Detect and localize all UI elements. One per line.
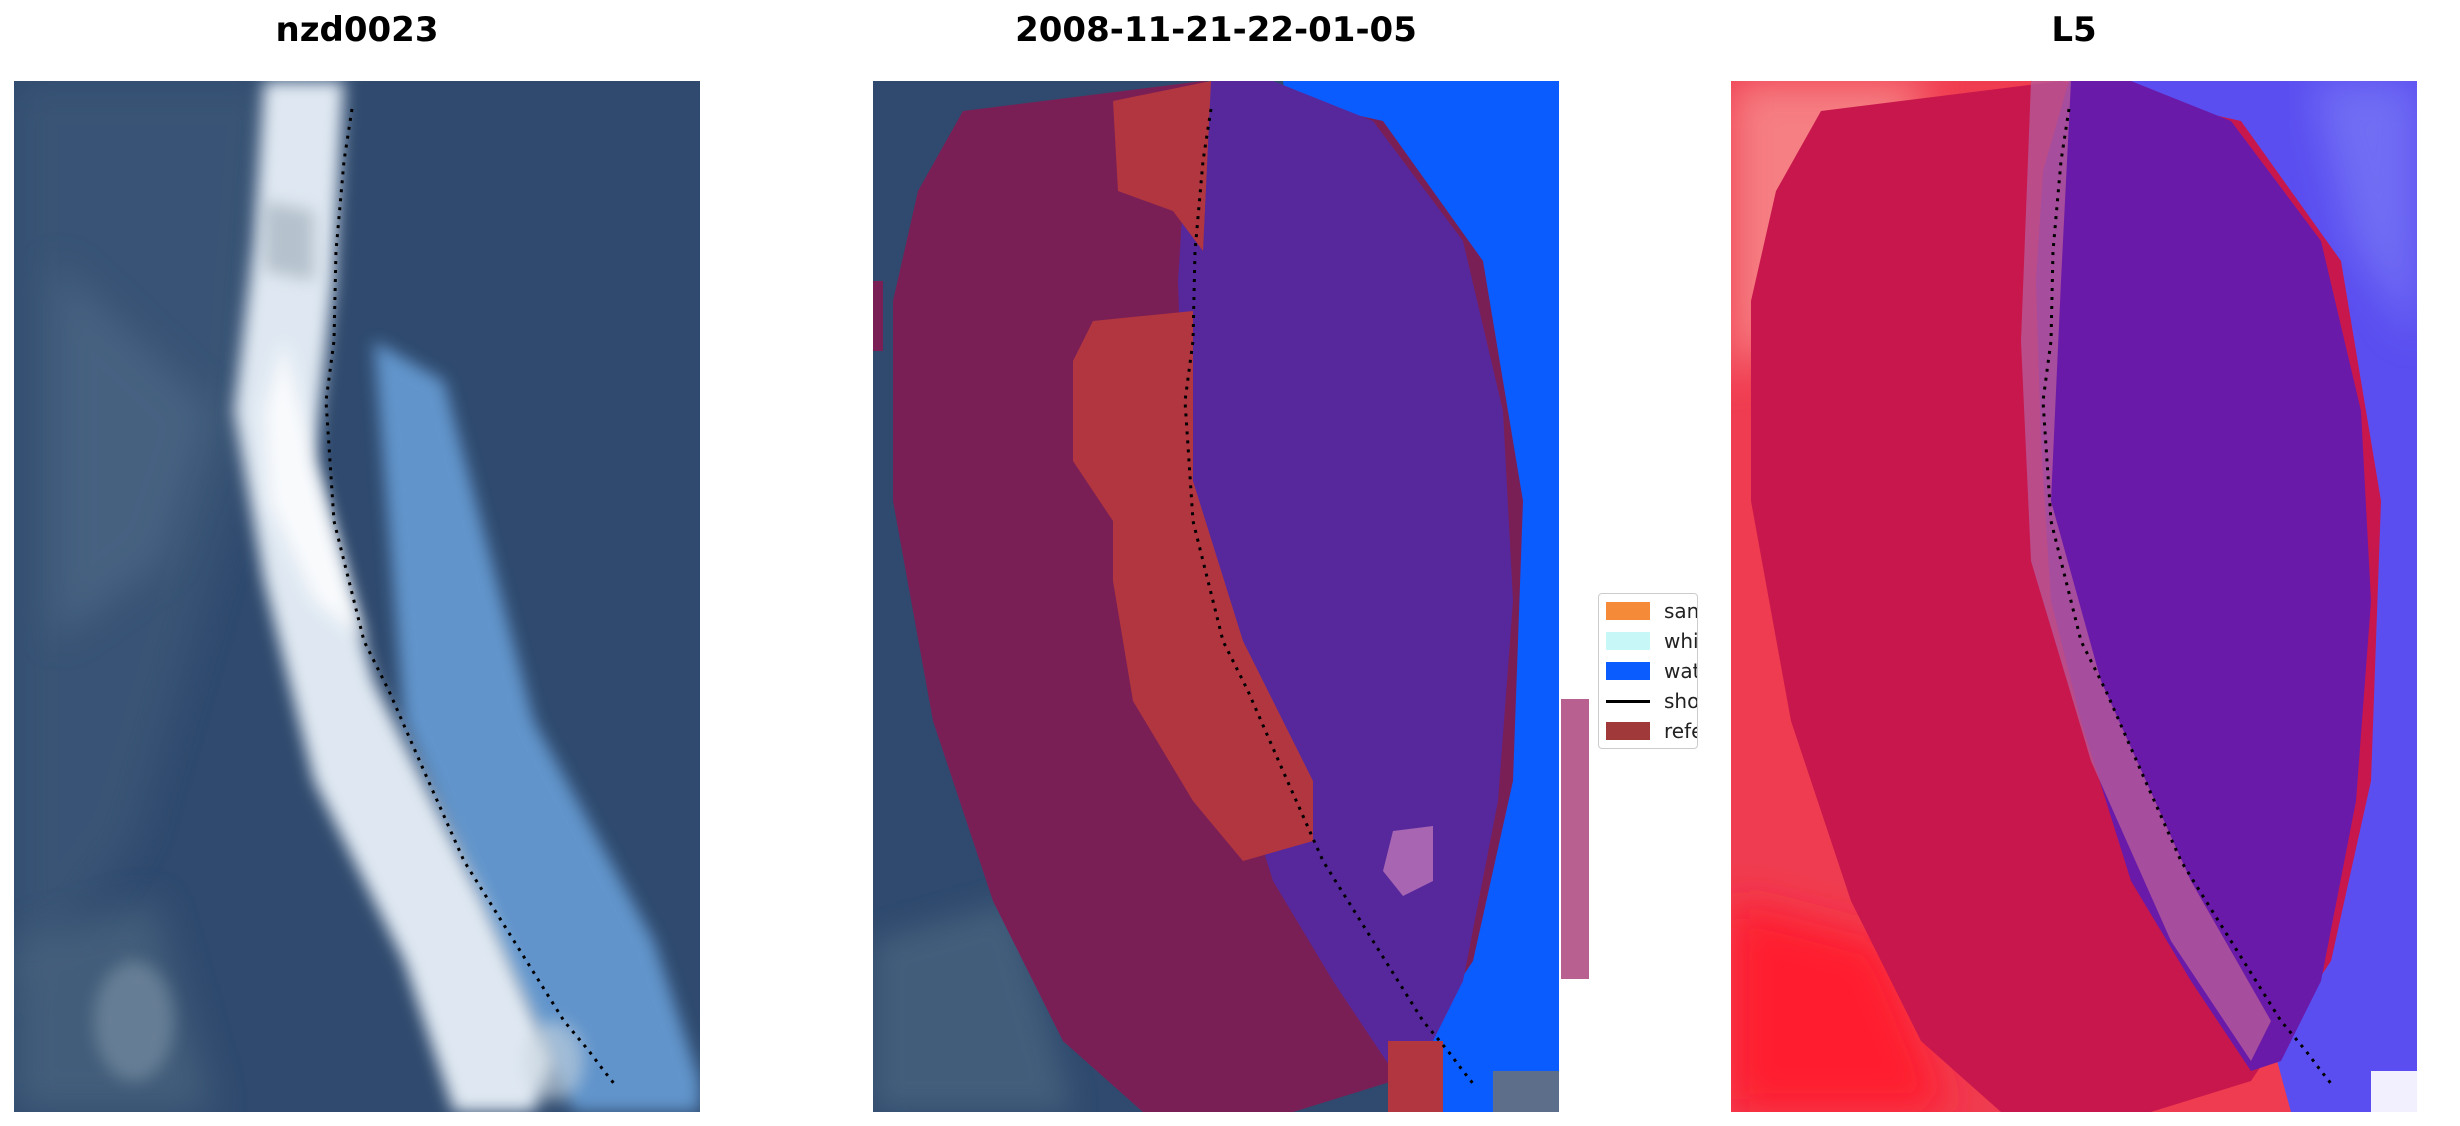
index-map bbox=[1731, 81, 2417, 1112]
legend-item-shoreline: shorel bbox=[1606, 689, 1698, 713]
legend-label-sand: sand bbox=[1664, 599, 1697, 623]
legend-label-shoreline: shorel bbox=[1664, 689, 1698, 713]
shoreline-path bbox=[1183, 108, 1477, 1087]
panel-title-classified: 2008-11-21-22-01-05 bbox=[1015, 10, 1417, 50]
legend-swatch-whitewater bbox=[1606, 632, 1650, 650]
shoreline-path bbox=[324, 108, 618, 1087]
legend-item-reference: referer bbox=[1606, 719, 1697, 743]
classified-image bbox=[873, 81, 1589, 1112]
panel-title-index: L5 bbox=[2051, 10, 2097, 50]
legend-label-whitewater: whitew bbox=[1664, 629, 1698, 653]
rgb-satellite-image bbox=[14, 81, 700, 1112]
legend-label-reference: referer bbox=[1664, 719, 1697, 743]
legend-line-shoreline bbox=[1606, 699, 1650, 703]
legend-item-whitewater: whitew bbox=[1606, 629, 1698, 653]
legend-swatch-sand bbox=[1606, 602, 1650, 620]
legend: sand whitew water shorel referer bbox=[1598, 593, 1698, 749]
panel-title-rgb: nzd0023 bbox=[275, 10, 439, 50]
legend-swatch-reference bbox=[1606, 722, 1650, 740]
legend-swatch-water bbox=[1606, 662, 1650, 680]
legend-item-water: water bbox=[1606, 659, 1697, 683]
shoreline-path bbox=[2041, 108, 2335, 1087]
legend-label-water: water bbox=[1664, 659, 1697, 683]
legend-item-sand: sand bbox=[1606, 599, 1697, 623]
